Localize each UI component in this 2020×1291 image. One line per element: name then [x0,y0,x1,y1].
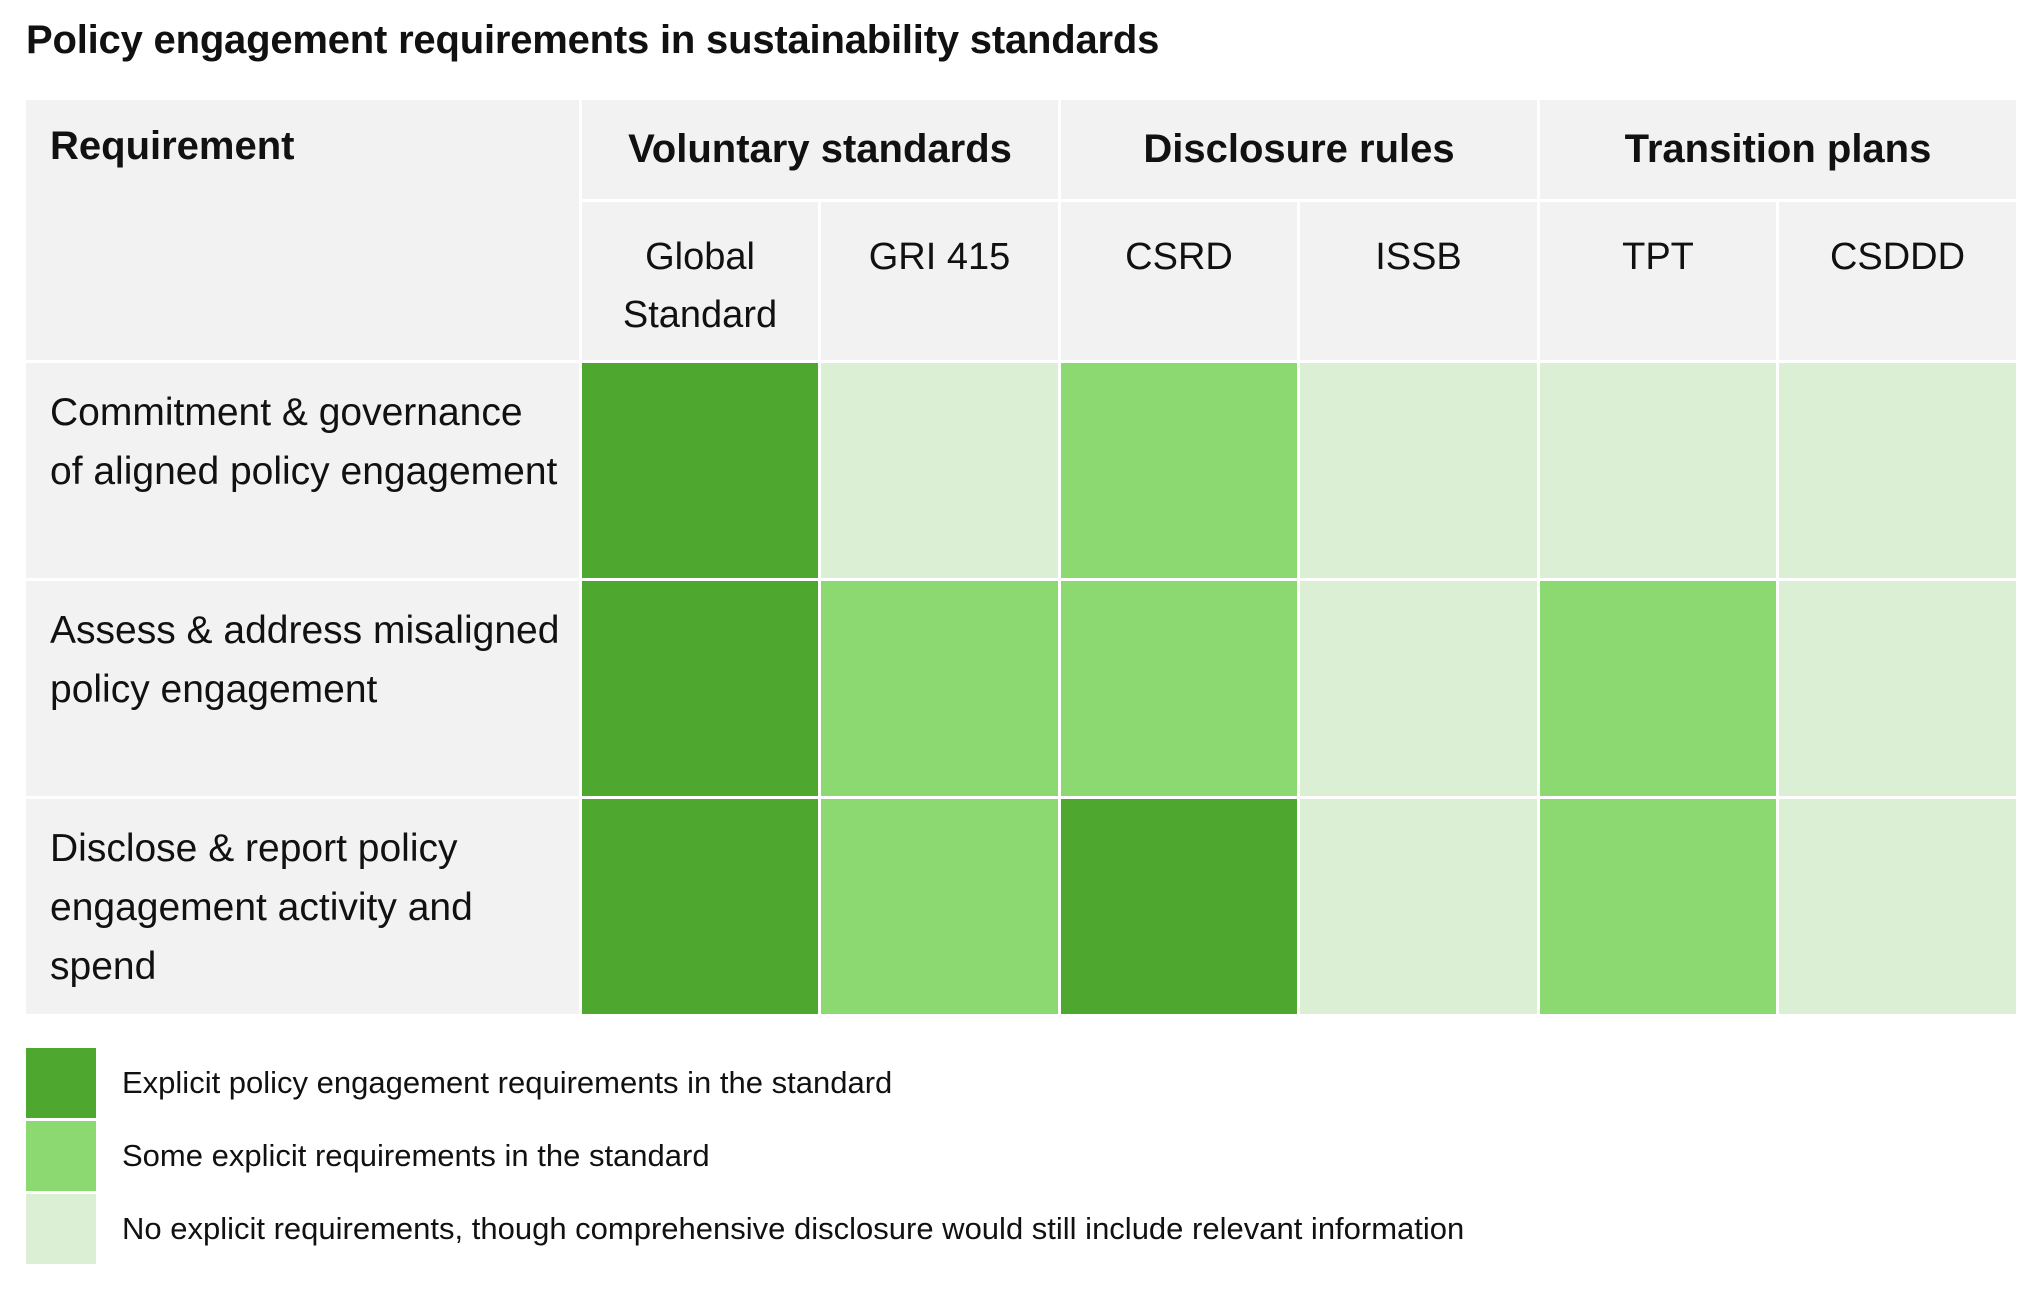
legend-label-some: Some explicit requirements in the standa… [122,1138,710,1173]
cell-row3-tpt [1540,799,1776,1014]
cell-row2-gri-415 [821,581,1058,796]
column-header-csddd: CSDDD [1779,202,2016,360]
group-header-transition: Transition plans [1540,100,2016,199]
cell-row1-issb [1300,363,1537,578]
cell-row1-global-standard [582,363,818,578]
cell-row1-gri-415 [821,363,1058,578]
column-header-tpt: TPT [1540,202,1776,360]
column-header-global-standard: Global Standard [582,202,818,360]
cell-row3-global-standard [582,799,818,1014]
cell-row2-csrd [1061,581,1297,796]
legend-swatch-none [26,1194,96,1264]
legend-label-explicit: Explicit policy engagement requirements … [122,1065,893,1100]
legend-swatch-some [26,1121,96,1191]
cell-row3-csrd [1061,799,1297,1014]
cell-row1-csrd [1061,363,1297,578]
legend-label-none: No explicit requirements, though compreh… [122,1211,1465,1246]
cell-row1-csddd [1779,363,2016,578]
column-header-issb: ISSB [1300,202,1537,360]
cell-row3-issb [1300,799,1537,1014]
cell-row3-gri-415 [821,799,1058,1014]
row-label-disclose: Disclose & report policy engagement acti… [26,799,579,1014]
requirements-table: Requirement Voluntary standards Disclosu… [26,100,2016,1014]
cell-row1-tpt [1540,363,1776,578]
cell-row3-csddd [1779,799,2016,1014]
chart-title: Policy engagement requirements in sustai… [26,18,1160,62]
cell-row2-issb [1300,581,1537,796]
row-label-commitment: Commitment & governance of aligned polic… [26,363,579,578]
legend-swatch-explicit [26,1048,96,1118]
requirement-header: Requirement [26,100,579,360]
column-header-gri-415: GRI 415 [821,202,1058,360]
cell-row2-tpt [1540,581,1776,796]
column-header-csrd: CSRD [1061,202,1297,360]
group-header-disclosure: Disclosure rules [1061,100,1537,199]
cell-row2-csddd [1779,581,2016,796]
group-header-voluntary: Voluntary standards [582,100,1058,199]
row-label-assess: Assess & address misaligned policy engag… [26,581,579,796]
cell-row2-global-standard [582,581,818,796]
